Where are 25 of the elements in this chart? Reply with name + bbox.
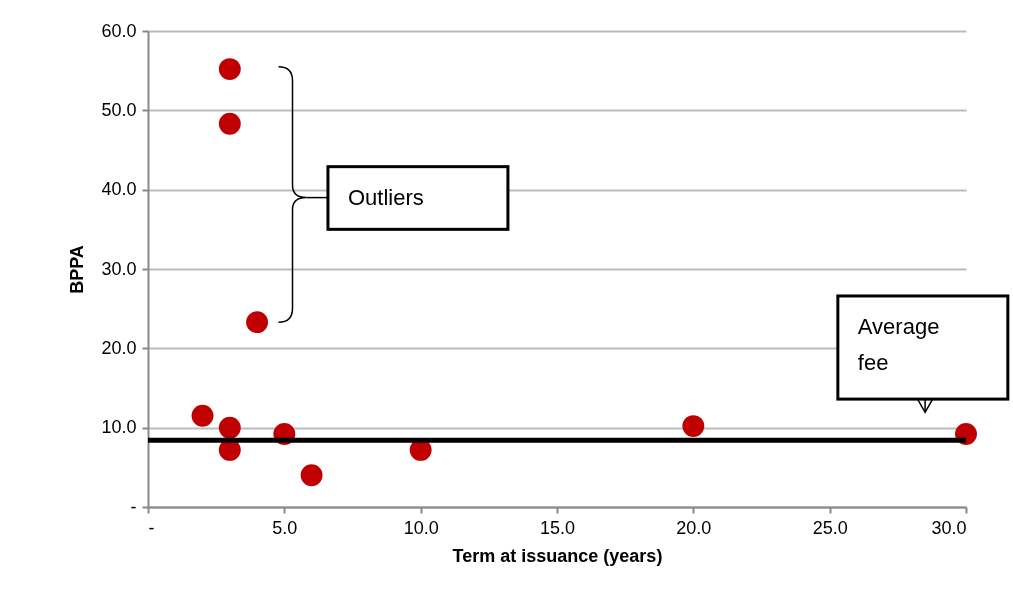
x-tick-label: 30.0 <box>931 517 967 538</box>
y-tick-label: 40.0 <box>101 179 137 200</box>
y-tick-label: 30.0 <box>101 258 137 279</box>
x-tick-label: 15.0 <box>539 517 576 538</box>
y-tick-label: - <box>130 496 137 517</box>
x-tick-label: 20.0 <box>676 517 712 538</box>
y-tick-label: 50.0 <box>101 99 137 120</box>
point <box>246 311 269 334</box>
y-tick-label: 20.0 <box>101 337 137 358</box>
x-tick-label: 25.0 <box>812 517 848 538</box>
x-tick-label: 10.0 <box>403 517 439 538</box>
x-tick-label: 5.0 <box>272 517 298 538</box>
y-axis-title: BPPA <box>67 245 88 294</box>
point <box>218 416 241 439</box>
point <box>682 415 705 438</box>
point <box>191 404 214 427</box>
y-tick-label: 10.0 <box>101 417 137 438</box>
point <box>218 58 241 81</box>
y-tick-label: 60.0 <box>101 20 137 41</box>
x-tick-label: - <box>148 517 155 538</box>
x-axis-title: Term at issuance (years) <box>452 545 663 566</box>
point <box>218 112 241 135</box>
point <box>300 464 323 487</box>
annotation: Outliers <box>347 184 424 210</box>
ref-line-label: Average fee <box>857 313 940 375</box>
